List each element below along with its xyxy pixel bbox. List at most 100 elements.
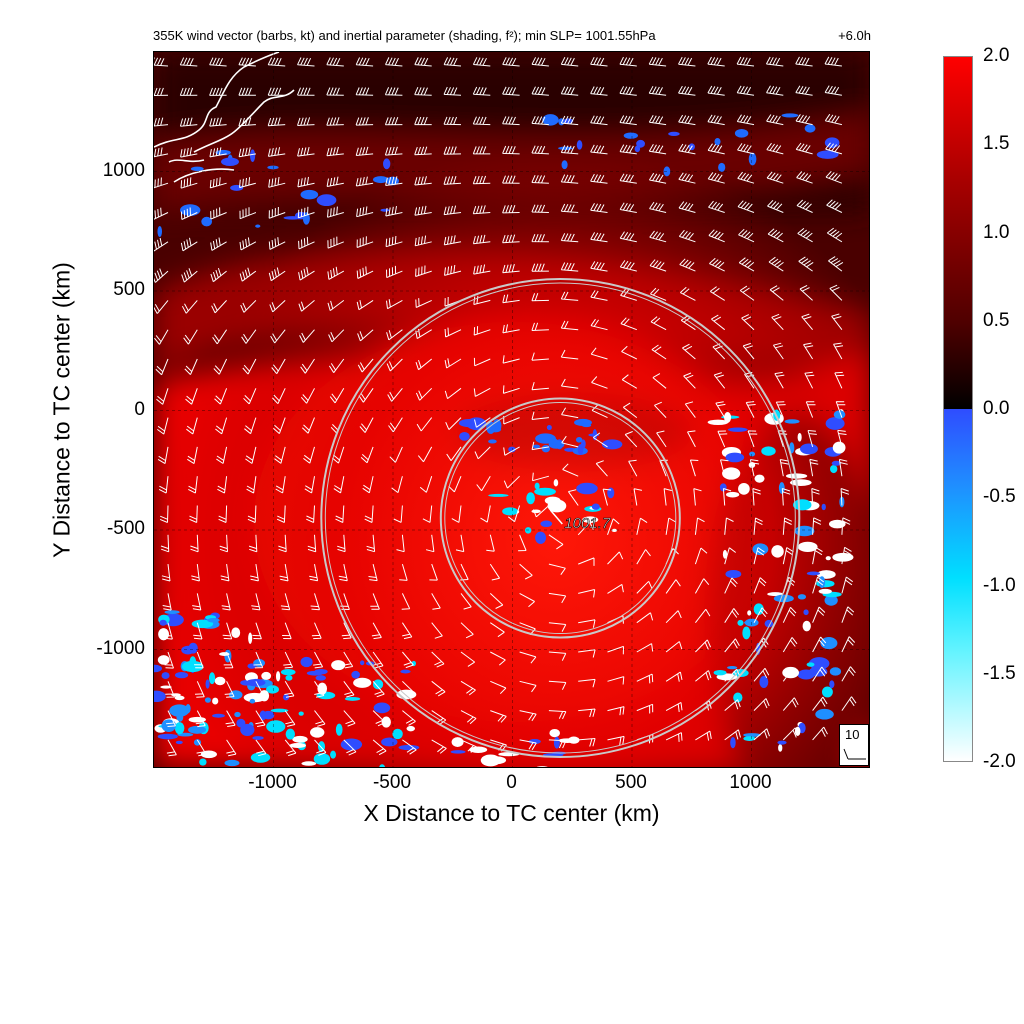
wind-barb <box>590 232 608 243</box>
negative-patch <box>289 742 306 748</box>
negative-patch <box>575 437 583 443</box>
colorbar <box>943 56 973 762</box>
wind-barb <box>648 144 667 155</box>
x-tick-label: 0 <box>506 772 517 793</box>
wind-barb <box>309 564 319 582</box>
wind-barb <box>578 738 596 747</box>
wind-barb <box>682 343 696 360</box>
wind-barb <box>531 145 549 155</box>
wind-barb <box>684 401 696 418</box>
negative-patch <box>784 419 800 424</box>
wind-barb <box>619 56 637 67</box>
wind-barb <box>519 563 533 580</box>
wind-barb <box>357 329 374 342</box>
wind-barb <box>326 87 344 96</box>
wind-barb <box>356 299 374 311</box>
wind-barb <box>782 697 799 711</box>
wind-barb <box>591 376 608 389</box>
wind-barb <box>620 288 637 301</box>
wind-barb <box>590 290 608 301</box>
negative-patch <box>175 740 183 745</box>
wind-barb <box>503 475 520 489</box>
negative-patch <box>561 160 568 170</box>
wind-barb <box>745 401 756 418</box>
wind-barb <box>473 326 491 336</box>
wind-barb <box>429 563 438 581</box>
negative-patch <box>159 619 167 626</box>
wind-barb <box>518 534 527 552</box>
negative-patch <box>330 750 337 759</box>
negative-patch <box>524 527 532 534</box>
wind-barb <box>812 696 828 711</box>
colorbar-tick-label: -0.5 <box>983 486 1016 508</box>
negative-patch <box>528 739 541 745</box>
negative-patch <box>508 446 516 453</box>
wind-barb <box>665 701 683 712</box>
wind-barb <box>724 547 736 565</box>
wind-barb <box>807 430 817 448</box>
negative-patch <box>549 728 560 738</box>
wind-barb <box>401 622 413 640</box>
wind-barb <box>502 145 520 155</box>
wind-barb <box>590 144 608 155</box>
wind-barb <box>636 643 654 653</box>
negative-patch <box>778 482 785 494</box>
wind-barb <box>239 177 257 189</box>
wind-barb <box>274 446 286 464</box>
wind-barb <box>343 681 355 698</box>
wind-barb <box>195 710 206 728</box>
wind-barb <box>531 263 549 272</box>
wind-barb <box>651 344 667 360</box>
wind-barb <box>531 86 549 96</box>
wind-barb <box>724 608 739 623</box>
wind-barb <box>386 358 403 372</box>
wind-barb <box>656 430 667 448</box>
wind-barb <box>276 505 286 523</box>
wind-barb <box>737 143 755 155</box>
wind-barb <box>156 388 169 405</box>
negative-patch <box>743 733 761 738</box>
wind-barb <box>303 446 315 464</box>
wind-barb <box>654 401 667 418</box>
center-cross <box>549 509 563 525</box>
wind-barb <box>280 593 291 611</box>
wind-barb <box>812 606 826 623</box>
wind-barb <box>560 174 579 184</box>
negative-patch <box>547 499 567 513</box>
wind-barb <box>157 446 169 465</box>
negative-patch <box>744 620 751 625</box>
negative-patch <box>191 619 214 629</box>
wind-barb <box>343 651 354 669</box>
wind-barb <box>209 147 227 158</box>
wind-barb <box>648 85 667 96</box>
negative-patch <box>804 124 816 133</box>
wind-barb <box>825 170 843 184</box>
negative-patch <box>668 131 680 137</box>
negative-patch <box>353 677 372 688</box>
wind-barb <box>490 651 506 666</box>
negative-patch <box>451 737 464 747</box>
wind-barb <box>607 706 625 716</box>
wind-barb <box>472 57 491 67</box>
wind-barb <box>337 534 346 553</box>
wind-barb <box>154 268 169 283</box>
wind-barb <box>687 430 696 448</box>
wind-barb <box>268 237 286 250</box>
wind-barb <box>560 115 579 126</box>
wind-barb <box>166 739 177 757</box>
wind-barb <box>548 534 564 550</box>
wind-barb <box>417 446 433 463</box>
negative-patch <box>266 685 279 694</box>
wind-barb <box>707 143 725 155</box>
wind-barb <box>829 284 843 301</box>
wind-barb <box>299 329 315 343</box>
wind-barb <box>310 593 320 611</box>
wind-barb <box>753 728 770 741</box>
wind-barb <box>532 472 550 482</box>
negative-patch <box>536 766 548 767</box>
wind-barb <box>841 517 851 535</box>
wind-barb <box>502 263 520 274</box>
negative-patch <box>534 482 540 490</box>
negative-patch <box>212 713 225 718</box>
wind-barb <box>371 622 382 640</box>
